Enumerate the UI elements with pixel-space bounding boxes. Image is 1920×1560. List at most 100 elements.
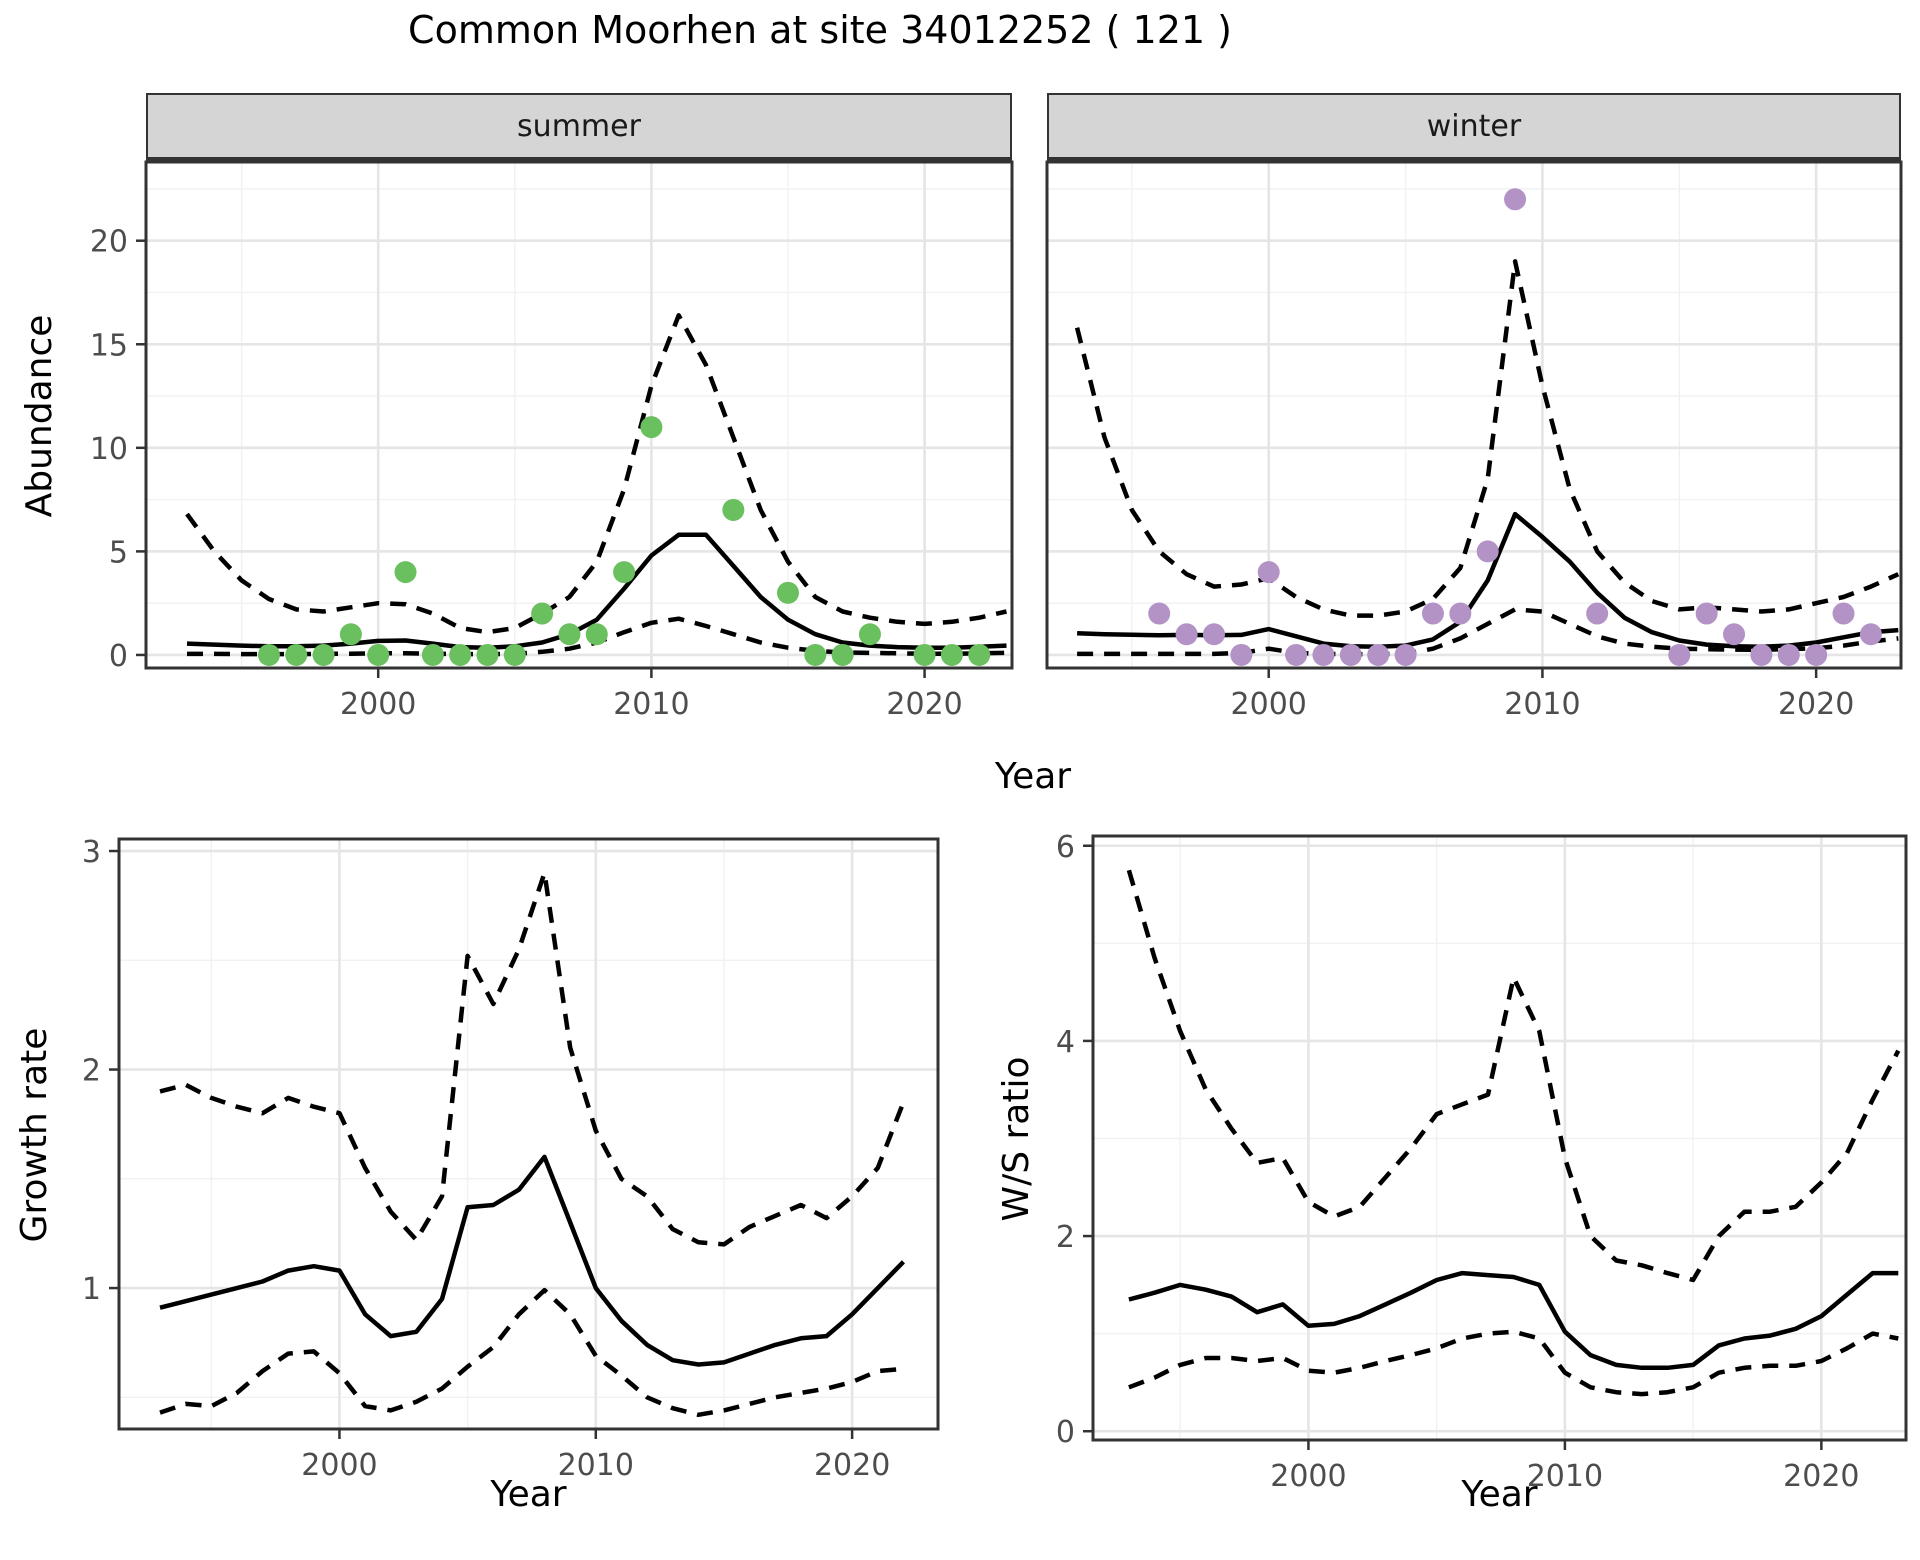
winter-lower-ci-line xyxy=(1077,607,1899,657)
winter-data-point xyxy=(1504,188,1527,211)
y-tick-label: 6 xyxy=(1056,830,1075,865)
panel-border xyxy=(117,837,940,1431)
facet-strip-winter-label: winter xyxy=(1426,108,1522,144)
summer-upper-ci-line xyxy=(185,313,1007,635)
winter-data-point xyxy=(1257,561,1280,584)
chart-title: Common Moorhen at site 34012252 ( 121 ) xyxy=(408,8,1232,52)
ws-fit-line xyxy=(1128,1270,1899,1371)
facet-strip-summer: summer xyxy=(146,93,1012,162)
y-tick-label: 3 xyxy=(82,835,101,870)
panel-border xyxy=(1091,834,1908,1442)
x-tick-label: 2010 xyxy=(613,687,689,722)
winter-fit-line xyxy=(1077,511,1899,649)
panel-border xyxy=(1045,160,1903,670)
y-tick-label: 2 xyxy=(82,1054,101,1089)
y-tick-label: 0 xyxy=(1056,1415,1075,1450)
y-tick-label: 2 xyxy=(1056,1220,1075,1255)
summer-data-point xyxy=(804,643,827,666)
y-tick-label: 4 xyxy=(1056,1025,1075,1060)
winter-data-point xyxy=(1175,623,1198,646)
winter-data-point xyxy=(1832,602,1855,625)
summer-abundance-panel: 2000 2010 2020 0 5 10 15 20 xyxy=(90,160,1014,722)
winter-data-point xyxy=(1586,602,1609,625)
winter-data-point xyxy=(1723,623,1746,646)
winter-data-point xyxy=(1777,643,1800,666)
summer-data-point xyxy=(421,643,444,666)
x-tick-label: 2020 xyxy=(814,1448,890,1483)
summer-data-point xyxy=(585,623,608,646)
facet-strip-summer-label: summer xyxy=(517,108,641,144)
x-tick-label: 2010 xyxy=(558,1448,634,1483)
summer-data-point xyxy=(640,416,663,439)
winter-data-point xyxy=(1148,602,1171,625)
summer-data-point xyxy=(722,498,745,521)
winter-upper-ci-line xyxy=(1074,259,1900,618)
winter-data-point xyxy=(1668,643,1691,666)
growth-lower-ci-line xyxy=(159,1287,904,1418)
summer-data-point xyxy=(503,643,526,666)
y-axis-title-growth-rate: Growth rate xyxy=(14,1027,55,1243)
summer-data-point xyxy=(476,643,499,666)
growth-fit-line xyxy=(159,1154,906,1367)
x-tick-label: 2020 xyxy=(1783,1459,1859,1494)
ws-upper-ci-line xyxy=(1126,869,1901,1283)
summer-data-point xyxy=(367,643,390,666)
facet-strip-winter: winter xyxy=(1047,93,1901,162)
x-tick-label: 2010 xyxy=(1504,687,1580,722)
growth-rate-panel: 2000 2010 2020 1 2 3 xyxy=(82,835,940,1483)
winter-abundance-panel: 2000 2010 2020 xyxy=(1045,160,1903,722)
summer-data-point xyxy=(285,643,308,666)
panel-border xyxy=(144,160,1014,670)
summer-data-point xyxy=(339,623,362,646)
x-tick-label: 2020 xyxy=(1778,687,1854,722)
summer-data-point xyxy=(940,643,963,666)
x-tick-label: 2000 xyxy=(340,687,416,722)
winter-data-point xyxy=(1367,643,1390,666)
summer-data-point xyxy=(312,643,335,666)
x-axis-title-year-ws: Year xyxy=(1461,1474,1538,1515)
summer-data-point xyxy=(558,623,581,646)
summer-data-point xyxy=(394,561,417,584)
y-axis-title-abundance: Abundance xyxy=(19,314,60,518)
y-axis-title-ws-ratio: W/S ratio xyxy=(996,1056,1037,1222)
summer-data-point xyxy=(831,643,854,666)
summer-data-point xyxy=(257,643,280,666)
summer-data-point xyxy=(531,602,554,625)
winter-data-point xyxy=(1202,623,1225,646)
winter-data-point xyxy=(1805,643,1828,666)
growth-upper-ci-line xyxy=(159,870,906,1247)
y-tick-label: 1 xyxy=(82,1272,101,1307)
summer-data-point xyxy=(968,643,991,666)
summer-data-point xyxy=(449,643,472,666)
y-tick-label: 5 xyxy=(109,535,128,570)
x-tick-label: 2000 xyxy=(301,1448,377,1483)
winter-data-point xyxy=(1750,643,1773,666)
winter-data-point xyxy=(1230,643,1253,666)
x-tick-label: 2010 xyxy=(1527,1459,1603,1494)
winter-data-point xyxy=(1449,602,1472,625)
ws-ratio-panel: 2000 2010 2020 0 2 4 6 xyxy=(1056,830,1908,1494)
summer-data-point xyxy=(613,561,636,584)
winter-data-point xyxy=(1339,643,1362,666)
y-tick-label: 10 xyxy=(90,432,128,467)
winter-data-point xyxy=(1476,540,1499,563)
winter-data-point xyxy=(1285,643,1308,666)
summer-data-point xyxy=(776,581,799,604)
winter-data-point xyxy=(1312,643,1335,666)
x-tick-label: 2000 xyxy=(1231,687,1307,722)
y-tick-label: 20 xyxy=(90,225,128,260)
winter-data-point xyxy=(1695,602,1718,625)
winter-data-point xyxy=(1394,643,1417,666)
y-tick-label: 15 xyxy=(90,328,128,363)
winter-data-point xyxy=(1421,602,1444,625)
x-tick-label: 2020 xyxy=(886,687,962,722)
x-axis-title-year-growth: Year xyxy=(490,1474,567,1515)
x-axis-title-year-top: Year xyxy=(994,756,1072,797)
summer-data-point xyxy=(913,643,936,666)
summer-data-point xyxy=(858,623,881,646)
x-tick-label: 2000 xyxy=(1270,1459,1346,1494)
y-tick-label: 0 xyxy=(109,639,128,674)
ws-lower-ci-line xyxy=(1128,1329,1899,1397)
winter-data-point xyxy=(1859,623,1882,646)
